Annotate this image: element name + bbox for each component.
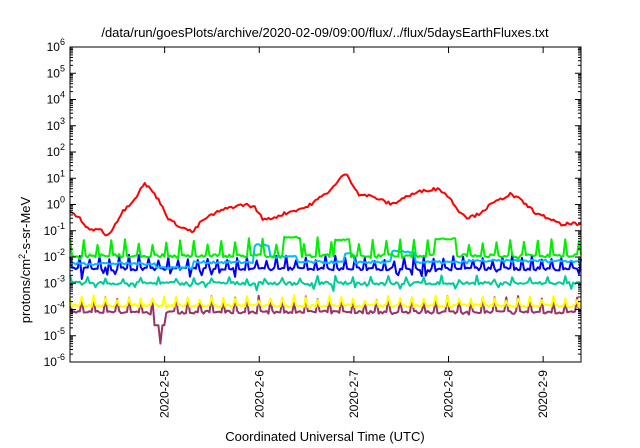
- y-tick-label: 103: [47, 116, 65, 133]
- series-line-3: [69, 243, 582, 270]
- y-tick-base: 10: [47, 40, 61, 54]
- y-tick-label: 104: [47, 90, 65, 107]
- y-axis-label-part-1: protons/cm: [18, 259, 33, 323]
- y-tick-base: 10: [44, 224, 58, 238]
- x-axis-ticks: 2020-2-5 2020-2-6 2020-2-7 2020-2-8 2020-2-9: [158, 47, 550, 418]
- series-layer: [69, 173, 582, 345]
- x-tick-label: 2020-2-6: [252, 370, 266, 418]
- series-line-6: [69, 294, 582, 309]
- y-tick-label: 100: [47, 195, 65, 212]
- y-tick-label: 10-3: [44, 273, 65, 290]
- x-tick-label: 2020-2-5: [158, 370, 172, 418]
- y-tick-exponent: -4: [57, 300, 65, 310]
- y-tick-base: 10: [47, 93, 61, 107]
- x-axis-label: Coordinated Universal Time (UTC): [225, 429, 424, 444]
- y-tick-label: 10-1: [44, 221, 65, 238]
- y-tick-base: 10: [44, 355, 58, 369]
- x-tick-label: 2020-2-8: [442, 370, 456, 418]
- y-tick-base: 10: [44, 250, 58, 264]
- y-tick-label: 102: [47, 142, 65, 159]
- x-tick-label: 2020-2-7: [347, 370, 361, 418]
- y-axis-ticks: 10-610-510-410-310-210-11001011021031041…: [44, 37, 581, 369]
- y-tick-exponent: -3: [57, 273, 65, 283]
- y-axis-label: protons/cm2-s-sr-MeV: [17, 196, 33, 323]
- y-tick-exponent: 1: [60, 168, 65, 178]
- y-tick-label: 106: [47, 37, 65, 54]
- y-tick-base: 10: [44, 276, 58, 290]
- y-tick-exponent: -6: [57, 352, 65, 362]
- y-tick-base: 10: [47, 66, 61, 80]
- y-tick-exponent: 0: [60, 195, 65, 205]
- series-line-4: [69, 253, 582, 280]
- chart-title: /data/run/goesPlots/archive/2020-02-09/0…: [101, 25, 549, 40]
- y-tick-exponent: 5: [60, 63, 65, 73]
- y-tick-exponent: 3: [60, 116, 65, 126]
- y-tick-label: 10-2: [44, 247, 65, 264]
- y-tick-exponent: 4: [60, 90, 65, 100]
- y-tick-label: 101: [47, 168, 65, 185]
- y-axis-label-superscript: 2: [17, 254, 27, 259]
- y-tick-label: 10-5: [44, 326, 65, 343]
- y-tick-label: 10-4: [44, 300, 65, 317]
- y-tick-label: 105: [47, 63, 65, 80]
- y-tick-base: 10: [47, 198, 61, 212]
- plot-frame: [69, 46, 582, 363]
- y-tick-exponent: 6: [60, 37, 65, 47]
- y-tick-exponent: 2: [60, 142, 65, 152]
- y-tick-exponent: -2: [57, 247, 65, 257]
- y-tick-exponent: -5: [57, 326, 65, 336]
- x-tick-label: 2020-2-9: [536, 370, 550, 418]
- y-tick-base: 10: [47, 171, 61, 185]
- series-line-2: [69, 235, 582, 261]
- series-line-5: [69, 274, 582, 292]
- y-tick-exponent: -1: [57, 221, 65, 231]
- y-axis-label-part-2: -s-sr-MeV: [18, 196, 33, 253]
- y-tick-base: 10: [44, 329, 58, 343]
- y-tick-label: 10-6: [44, 352, 65, 369]
- y-tick-base: 10: [47, 145, 61, 159]
- series-line-1: [69, 173, 582, 237]
- y-tick-base: 10: [47, 119, 61, 133]
- y-tick-base: 10: [44, 303, 58, 317]
